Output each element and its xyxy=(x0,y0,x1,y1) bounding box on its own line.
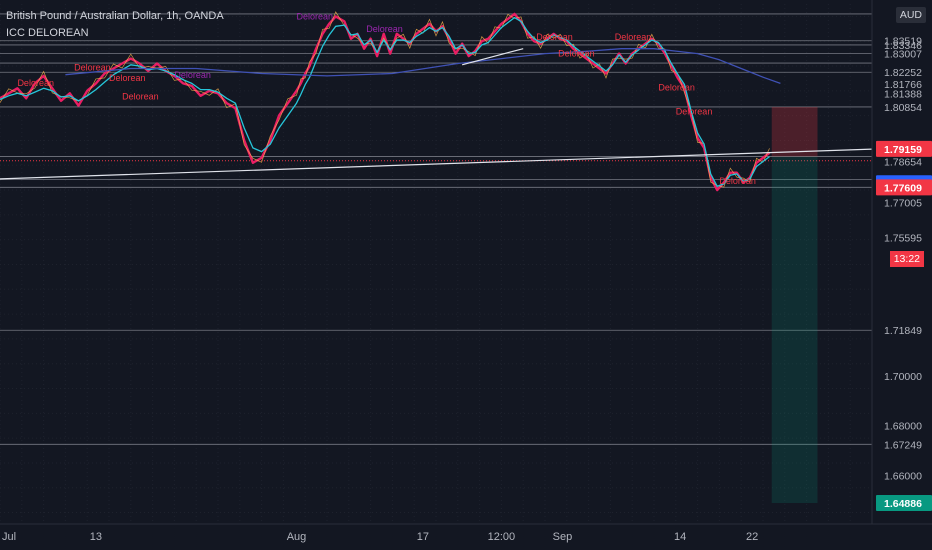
delorean-label: Delorean xyxy=(109,73,146,83)
delorean-label: Delorean xyxy=(366,24,403,34)
y-tick-label: 1.70000 xyxy=(884,371,922,383)
series-lines xyxy=(0,11,781,192)
series-sma xyxy=(65,48,781,85)
x-tick-label: 17 xyxy=(417,531,429,543)
short-position-tool[interactable] xyxy=(771,106,818,503)
currency-badge[interactable]: AUD xyxy=(895,7,926,23)
y-tick-label: 1.83519 xyxy=(884,36,922,48)
delorean-label: Delorean xyxy=(74,62,111,72)
y-tick-label: 1.68000 xyxy=(884,421,922,433)
series-wicks xyxy=(0,11,770,188)
y-tick-label: 1.77005 xyxy=(884,197,922,209)
x-tick-label: Jul xyxy=(2,531,16,543)
delorean-annotations: DeloreanDeloreanDeloreanDeloreanDelorean… xyxy=(17,11,755,185)
delorean-label: Delorean xyxy=(17,78,54,88)
y-tick-label: 1.66000 xyxy=(884,470,922,482)
horizontal-levels xyxy=(0,13,872,445)
y-tick-label: 1.78654 xyxy=(884,156,922,168)
delorean-label: Delorean xyxy=(296,11,333,21)
trendline[interactable] xyxy=(0,148,873,180)
price-tag-bg xyxy=(876,494,932,511)
x-tick-label: 12:00 xyxy=(488,531,516,543)
delorean-label: Delorean xyxy=(174,70,211,80)
symbol-title[interactable]: British Pound / Australian Dollar, 1h, O… xyxy=(6,10,224,22)
delorean-label: Delorean xyxy=(558,49,595,59)
x-tick-label: 13 xyxy=(90,531,102,543)
time-axis-labels: Jul 13 Aug 17 12:00 Sep 14 22 xyxy=(2,531,758,543)
countdown-tag: 13:22 xyxy=(889,251,924,267)
y-tick-label: 1.71849 xyxy=(884,325,922,337)
delorean-label: Delorean xyxy=(615,32,652,42)
price-tag-bg xyxy=(876,179,932,196)
y-tick-label: 1.80854 xyxy=(884,102,922,114)
delorean-label: Delorean xyxy=(536,32,573,42)
delorean-label: Delorean xyxy=(122,92,159,102)
y-tick-label: 1.75595 xyxy=(884,232,922,244)
price-tag-label: 1.77609 xyxy=(884,182,922,194)
price-tag-label: 1.79159 xyxy=(884,144,922,156)
time-axis-panel[interactable] xyxy=(0,524,932,550)
indicator-title[interactable]: ICC DELOREAN xyxy=(6,27,89,39)
delorean-label: Delorean xyxy=(658,82,695,92)
target-zone[interactable] xyxy=(771,156,818,503)
price-tag-bg xyxy=(876,140,932,157)
delorean-label: Delorean xyxy=(676,106,713,116)
x-tick-label: Aug xyxy=(287,531,307,543)
y-tick-label: 1.67249 xyxy=(884,439,922,451)
y-tick-label: 1.83007 xyxy=(884,48,922,60)
x-tick-label: 14 xyxy=(674,531,686,543)
grid-lines xyxy=(0,4,873,524)
y-tick-label: 1.81388 xyxy=(884,89,922,101)
delorean-label: Delorean xyxy=(719,176,756,186)
y-tick-label: 1.82252 xyxy=(884,67,922,79)
x-tick-label: 22 xyxy=(746,531,758,543)
stop-zone[interactable] xyxy=(771,106,818,157)
x-tick-label: Sep xyxy=(553,531,573,543)
price-tag-label: 1.64886 xyxy=(884,498,922,510)
trendline[interactable] xyxy=(462,48,524,66)
y-tick-label: 1.81766 xyxy=(884,79,922,91)
y-tick-label: 1.83346 xyxy=(884,40,922,52)
trendlines[interactable] xyxy=(0,48,873,180)
